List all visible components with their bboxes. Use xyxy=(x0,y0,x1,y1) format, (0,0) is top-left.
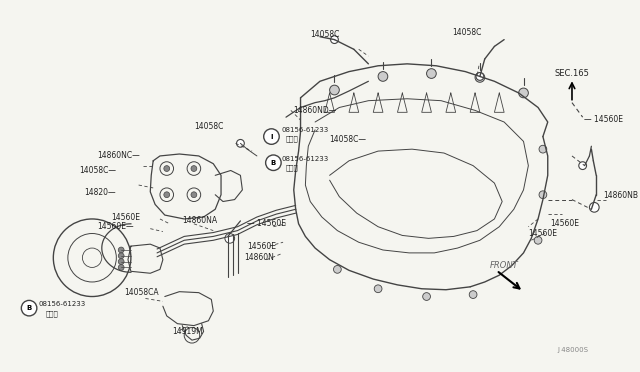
Text: B: B xyxy=(26,305,32,311)
Text: J 48000S: J 48000S xyxy=(557,347,588,353)
Text: FRONT: FRONT xyxy=(490,261,518,270)
Text: 14560E: 14560E xyxy=(247,241,276,251)
Circle shape xyxy=(333,266,341,273)
Circle shape xyxy=(476,73,484,80)
Circle shape xyxy=(191,166,197,171)
Text: 14860NB: 14860NB xyxy=(603,191,638,200)
Text: 14058C—: 14058C— xyxy=(330,135,367,144)
Text: 14919M: 14919M xyxy=(173,327,204,336)
Circle shape xyxy=(422,293,431,301)
Text: 14560E: 14560E xyxy=(529,229,557,238)
Circle shape xyxy=(378,71,388,81)
Circle shape xyxy=(264,129,279,144)
Circle shape xyxy=(475,73,484,82)
Text: I: I xyxy=(270,134,273,140)
Text: 14058C: 14058C xyxy=(310,30,340,39)
Circle shape xyxy=(266,155,281,170)
Text: 14560E—: 14560E— xyxy=(97,222,134,231)
Text: 14560E: 14560E xyxy=(111,212,141,221)
Circle shape xyxy=(534,237,542,244)
Circle shape xyxy=(539,191,547,199)
Text: 14058C—: 14058C— xyxy=(79,166,116,175)
Text: 14058C: 14058C xyxy=(452,28,481,37)
Circle shape xyxy=(237,140,244,147)
Circle shape xyxy=(164,192,170,198)
Circle shape xyxy=(225,234,235,243)
Text: — 14560E: — 14560E xyxy=(247,219,286,228)
Circle shape xyxy=(118,259,124,264)
Text: 08156-61233: 08156-61233 xyxy=(281,156,328,162)
Circle shape xyxy=(579,162,586,170)
Text: （１）: （１） xyxy=(286,164,299,171)
Text: B: B xyxy=(271,160,276,166)
Text: 14560E: 14560E xyxy=(550,219,580,228)
Circle shape xyxy=(164,166,170,171)
Text: 14860NA: 14860NA xyxy=(182,217,218,225)
Circle shape xyxy=(118,247,124,253)
Circle shape xyxy=(118,264,124,270)
Text: 14058CA: 14058CA xyxy=(124,288,159,297)
Circle shape xyxy=(331,36,339,44)
Circle shape xyxy=(539,145,547,153)
Circle shape xyxy=(191,192,197,198)
Text: 14820—: 14820— xyxy=(84,188,116,197)
Circle shape xyxy=(469,291,477,298)
Text: 08156-61233: 08156-61233 xyxy=(281,127,328,133)
Text: 14860N: 14860N xyxy=(244,253,274,262)
Text: 14860NC—: 14860NC— xyxy=(97,151,140,160)
Text: 08156-61233: 08156-61233 xyxy=(39,301,86,307)
Text: — 14560E: — 14560E xyxy=(584,115,623,124)
Text: 14058C: 14058C xyxy=(194,122,223,131)
Circle shape xyxy=(589,202,599,212)
Circle shape xyxy=(374,285,382,293)
Text: 14860ND—: 14860ND— xyxy=(292,106,336,115)
Circle shape xyxy=(427,69,436,78)
Circle shape xyxy=(330,85,339,95)
Circle shape xyxy=(518,88,529,98)
Circle shape xyxy=(21,301,37,316)
Text: SEC.165: SEC.165 xyxy=(554,69,589,78)
Text: （２）: （２） xyxy=(286,135,299,142)
Circle shape xyxy=(118,253,124,259)
Text: （２）: （２） xyxy=(45,311,58,317)
